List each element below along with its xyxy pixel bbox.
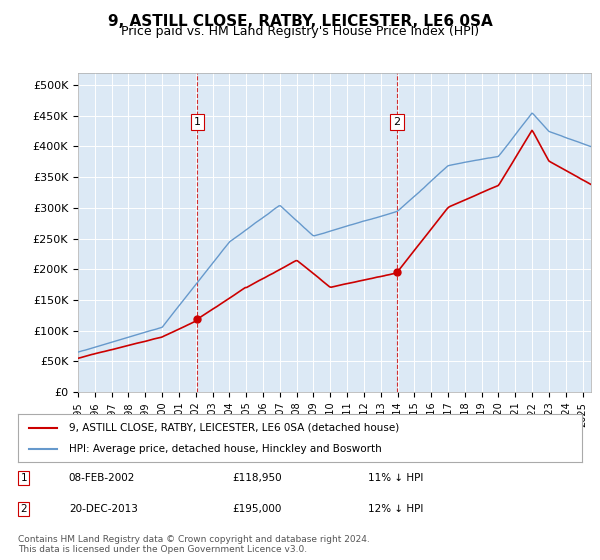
Text: £195,000: £195,000	[232, 504, 281, 514]
Text: 20-DEC-2013: 20-DEC-2013	[69, 504, 137, 514]
Text: 1: 1	[20, 473, 27, 483]
Text: 1: 1	[194, 117, 201, 127]
Text: 11% ↓ HPI: 11% ↓ HPI	[368, 473, 423, 483]
Text: Price paid vs. HM Land Registry's House Price Index (HPI): Price paid vs. HM Land Registry's House …	[121, 25, 479, 38]
Text: 08-FEB-2002: 08-FEB-2002	[69, 473, 135, 483]
Text: Contains HM Land Registry data © Crown copyright and database right 2024.
This d: Contains HM Land Registry data © Crown c…	[18, 535, 370, 554]
Text: 2: 2	[20, 504, 27, 514]
Text: HPI: Average price, detached house, Hinckley and Bosworth: HPI: Average price, detached house, Hinc…	[69, 444, 382, 454]
Text: £118,950: £118,950	[232, 473, 282, 483]
Text: 9, ASTILL CLOSE, RATBY, LEICESTER, LE6 0SA: 9, ASTILL CLOSE, RATBY, LEICESTER, LE6 0…	[107, 14, 493, 29]
Text: 2: 2	[393, 117, 400, 127]
Text: 9, ASTILL CLOSE, RATBY, LEICESTER, LE6 0SA (detached house): 9, ASTILL CLOSE, RATBY, LEICESTER, LE6 0…	[69, 423, 399, 433]
Text: 12% ↓ HPI: 12% ↓ HPI	[368, 504, 423, 514]
